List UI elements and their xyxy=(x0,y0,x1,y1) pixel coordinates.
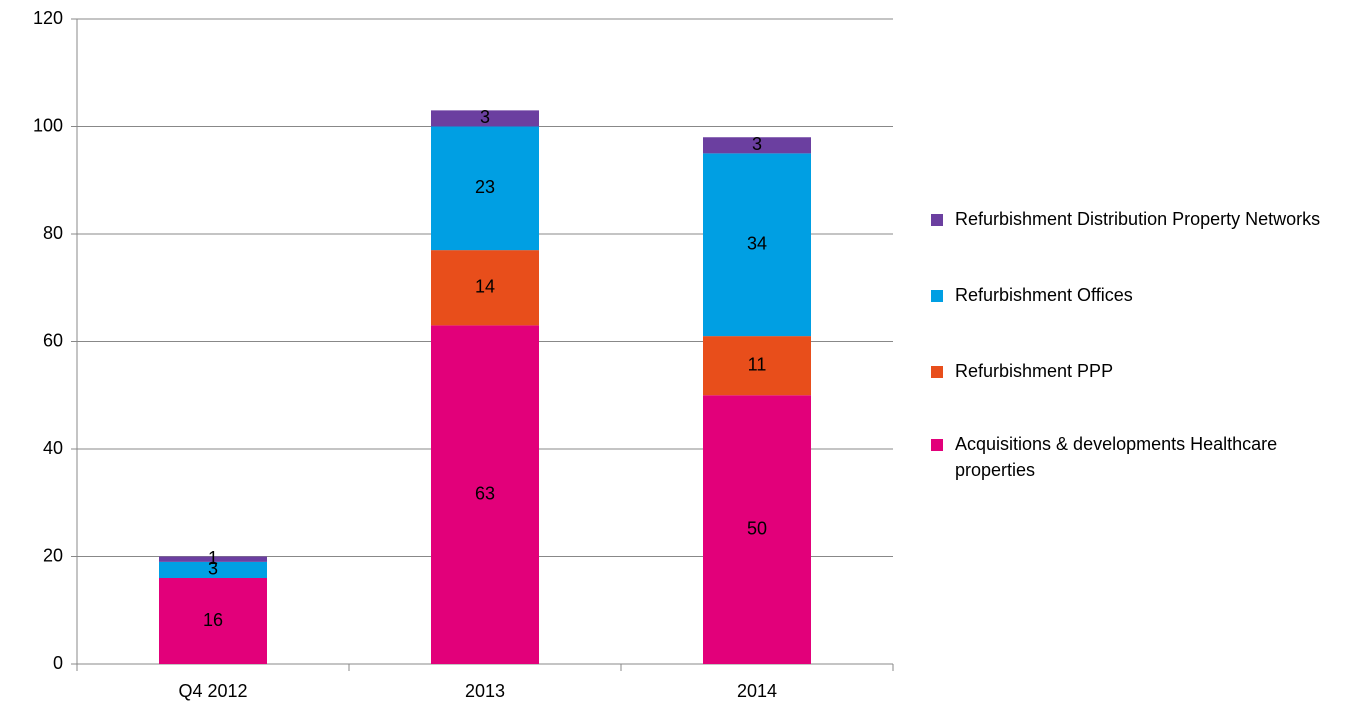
data-label: 63 xyxy=(475,483,495,503)
bar-segment xyxy=(431,110,539,127)
bar-segment xyxy=(431,325,539,664)
y-tick-label: 40 xyxy=(43,438,63,458)
data-label: 14 xyxy=(475,277,495,297)
data-label: 1 xyxy=(208,548,218,568)
x-tick-label: 2014 xyxy=(737,681,777,701)
bar-segment xyxy=(431,250,539,326)
y-tick-label: 60 xyxy=(43,330,63,350)
data-label: 11 xyxy=(748,354,767,374)
data-label: 50 xyxy=(747,518,767,538)
legend-swatch xyxy=(931,290,943,302)
y-tick-label: 20 xyxy=(43,545,63,565)
data-label: 3 xyxy=(208,559,218,579)
legend-label: Acquisitions & developments Healthcare pr… xyxy=(955,434,1277,480)
legend-label: Refurbishment Offices xyxy=(955,285,1133,305)
data-label: 23 xyxy=(475,177,495,197)
legend-swatch xyxy=(931,214,943,226)
x-tick-label: Q4 2012 xyxy=(178,681,247,701)
data-label: 34 xyxy=(747,234,767,254)
bar-segment xyxy=(703,336,811,396)
legend-line: properties xyxy=(955,460,1035,480)
data-label: 16 xyxy=(203,610,223,630)
bar-segment xyxy=(159,561,267,578)
legend-swatch xyxy=(931,439,943,451)
legend-label: Refurbishment PPP xyxy=(955,361,1113,381)
x-tick-label: 2013 xyxy=(465,681,505,701)
data-label: 3 xyxy=(752,134,762,154)
legend-label: Refurbishment Distribution Property Netw… xyxy=(955,209,1320,229)
legend-line: Acquisitions & developments Healthcare xyxy=(955,434,1277,454)
y-tick-label: 0 xyxy=(53,653,63,673)
y-tick-label: 100 xyxy=(33,115,63,135)
bar-segment xyxy=(159,578,267,664)
y-tick-label: 120 xyxy=(33,8,63,28)
y-tick-label: 80 xyxy=(43,223,63,243)
bar-segment xyxy=(159,556,267,562)
bar-segment xyxy=(703,137,811,154)
data-label: 3 xyxy=(480,107,490,127)
bar-segment xyxy=(703,395,811,664)
bar-segment xyxy=(703,153,811,337)
legend-swatch xyxy=(931,366,943,378)
bar-segment xyxy=(431,126,539,251)
